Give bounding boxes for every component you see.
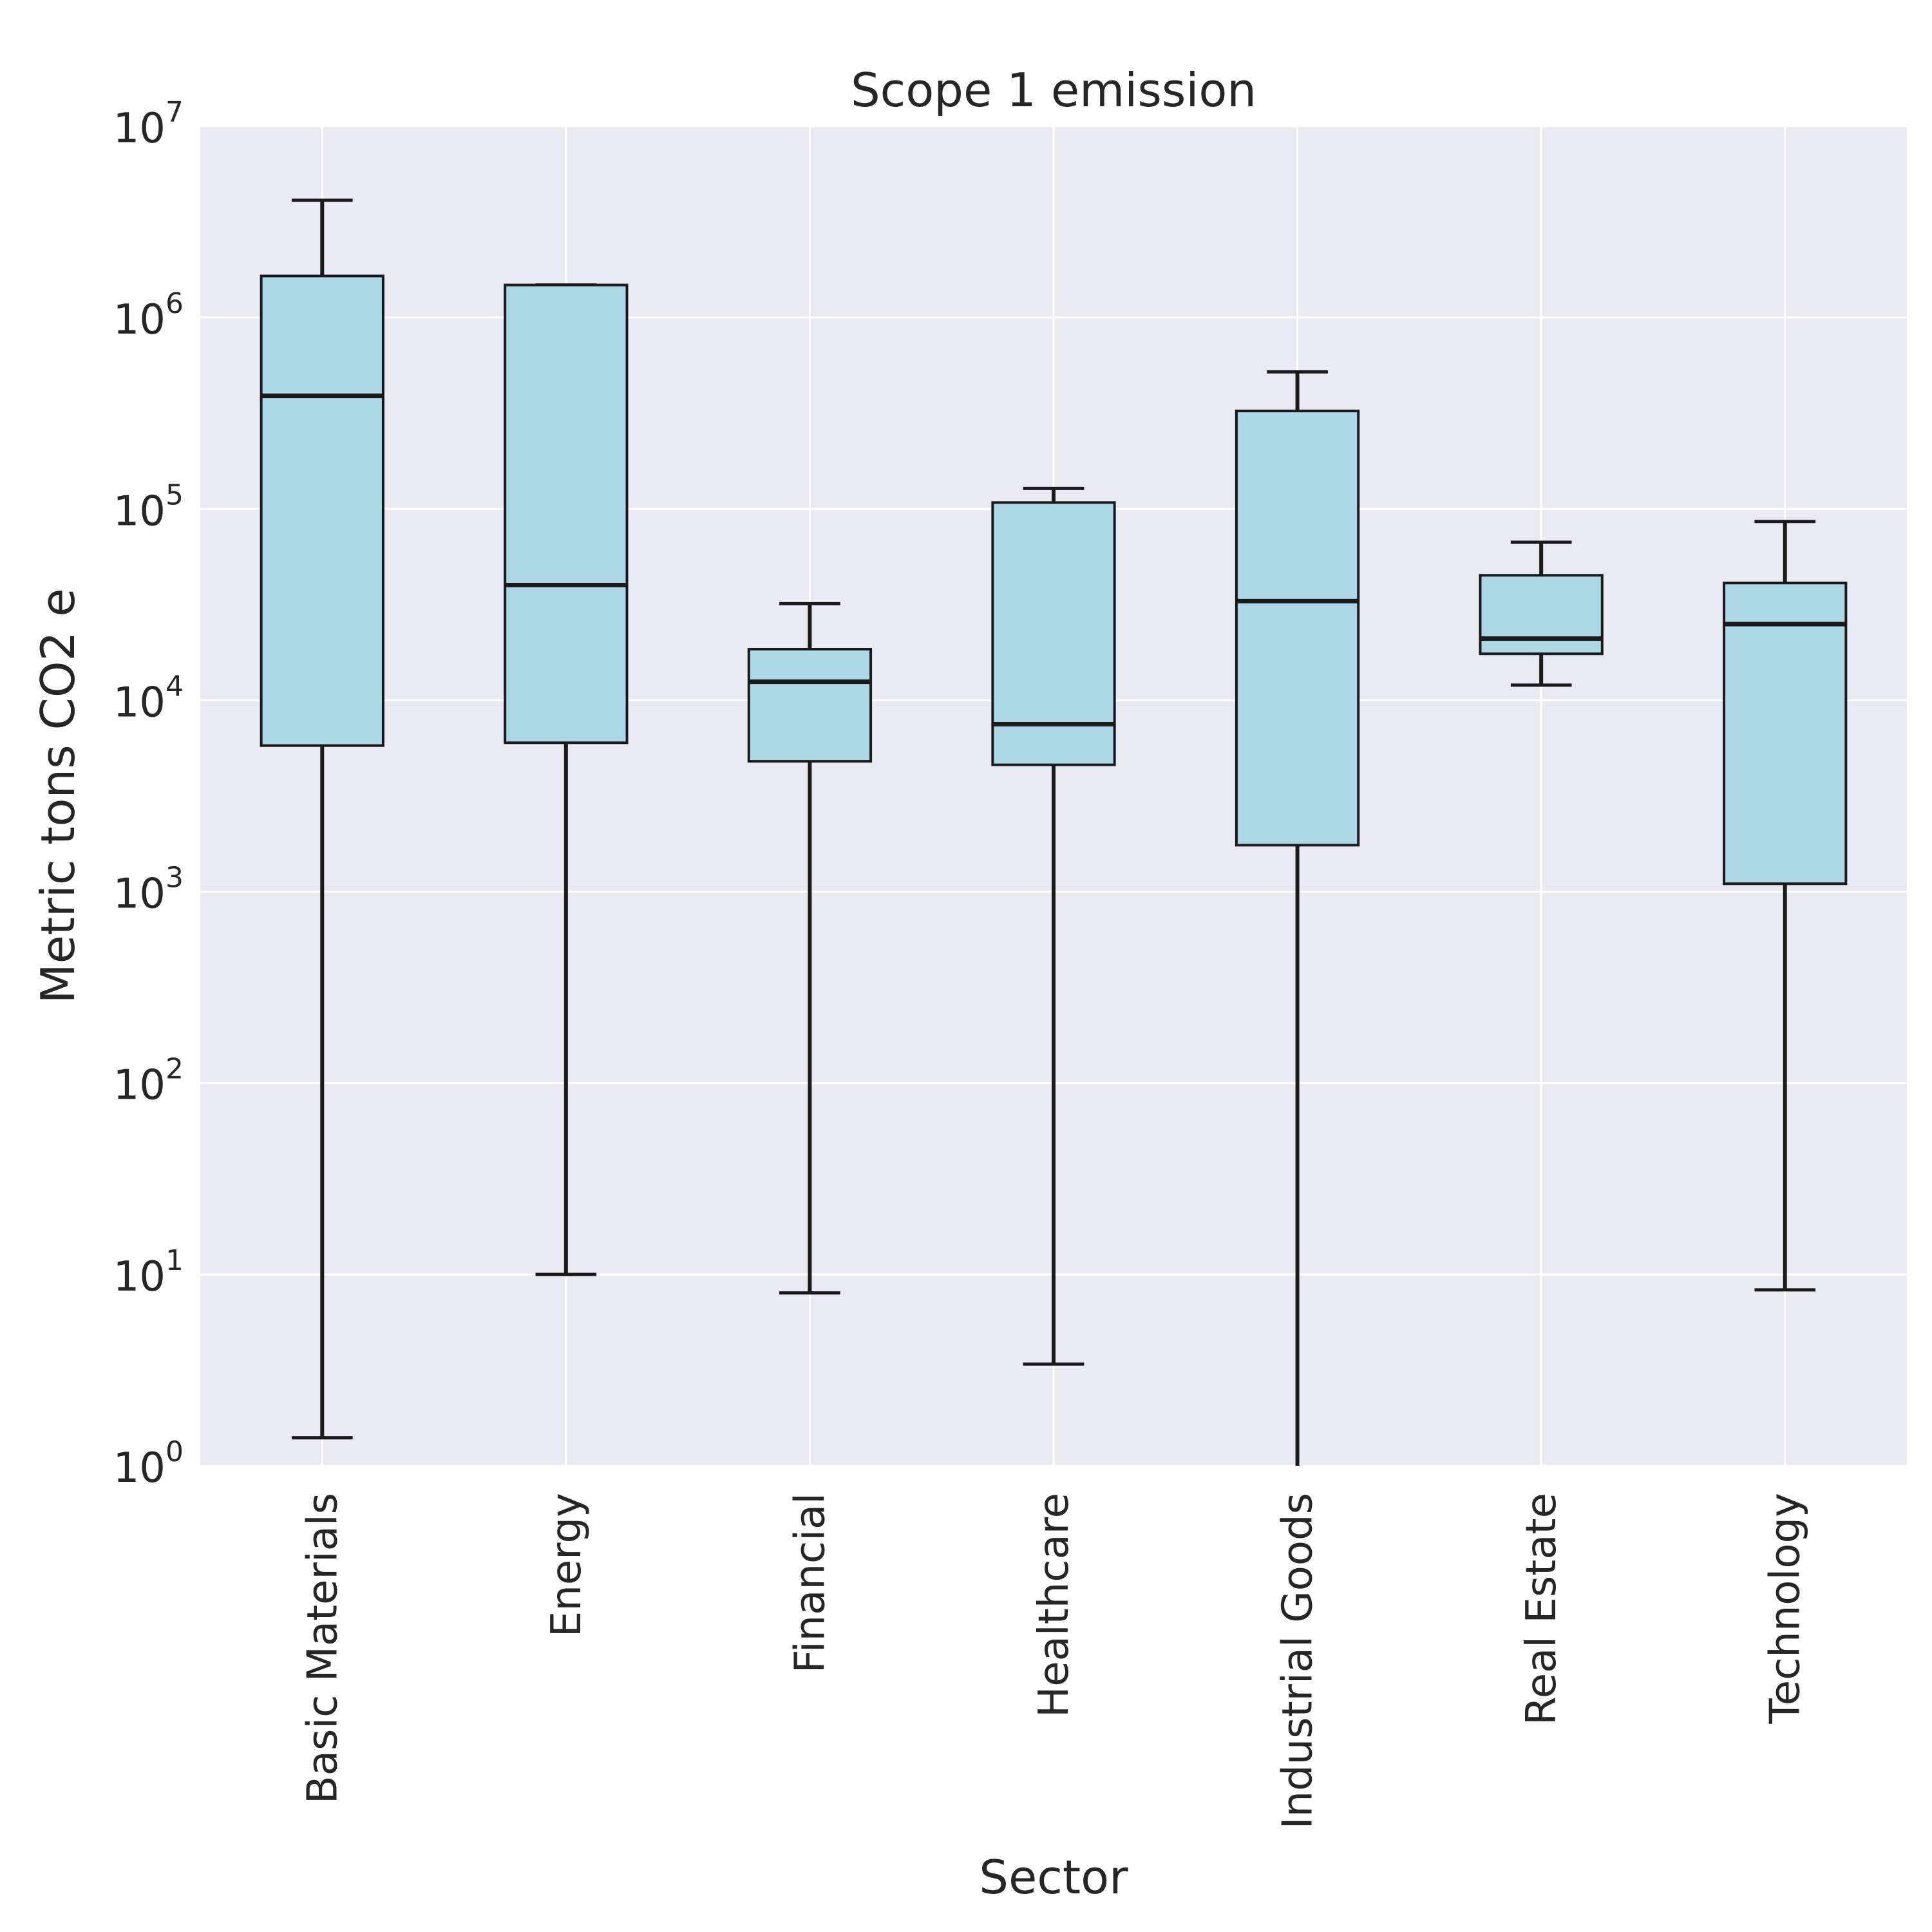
box-industrial-goods (1235, 370, 1360, 1466)
y-axis-label: Metric tons CO2 e (31, 589, 85, 1004)
iqr-box (747, 648, 873, 763)
box-basic-materials (260, 198, 384, 1440)
x-tick-label: Real Estate (1518, 1493, 1566, 1725)
x-tick-label: Healthcare (1030, 1493, 1078, 1718)
x-tick-label: Energy (543, 1493, 591, 1637)
x-axis-ticks: Basic Materials Energy Financial Healthcare… (299, 1493, 1809, 1829)
box-financial (747, 601, 873, 1295)
box-healthcare (991, 486, 1116, 1366)
y-tick-label: 107 (113, 96, 184, 153)
y-tick-label: 106 (113, 287, 184, 344)
box-real-estate (1479, 540, 1604, 687)
x-tick-label: Basic Materials (299, 1493, 346, 1804)
y-tick-label: 105 (113, 478, 184, 535)
y-tick-label: 100 (113, 1435, 184, 1492)
y-tick-label: 104 (113, 670, 184, 726)
y-tick-label: 102 (113, 1053, 184, 1110)
y-tick-label: 101 (113, 1244, 184, 1301)
x-tick-label: Industrial Goods (1274, 1493, 1322, 1829)
x-tick-label: Technology (1762, 1493, 1810, 1725)
box-technology (1723, 520, 1848, 1292)
y-tick-label: 103 (113, 862, 184, 918)
box-series (260, 198, 1848, 1466)
iqr-box (1235, 410, 1360, 847)
iqr-box (991, 501, 1116, 766)
iqr-box (504, 283, 629, 744)
y-axis-ticks: 100 101 102 103 104 105 106 107 (113, 96, 184, 1492)
box-energy (504, 283, 629, 1276)
iqr-box (1479, 574, 1604, 656)
chart-title: Scope 1 emission (851, 63, 1256, 117)
iqr-box (260, 274, 384, 747)
x-axis-label: Sector (979, 1850, 1128, 1904)
iqr-box (1723, 582, 1848, 886)
x-tick-label: Financial (786, 1493, 834, 1673)
